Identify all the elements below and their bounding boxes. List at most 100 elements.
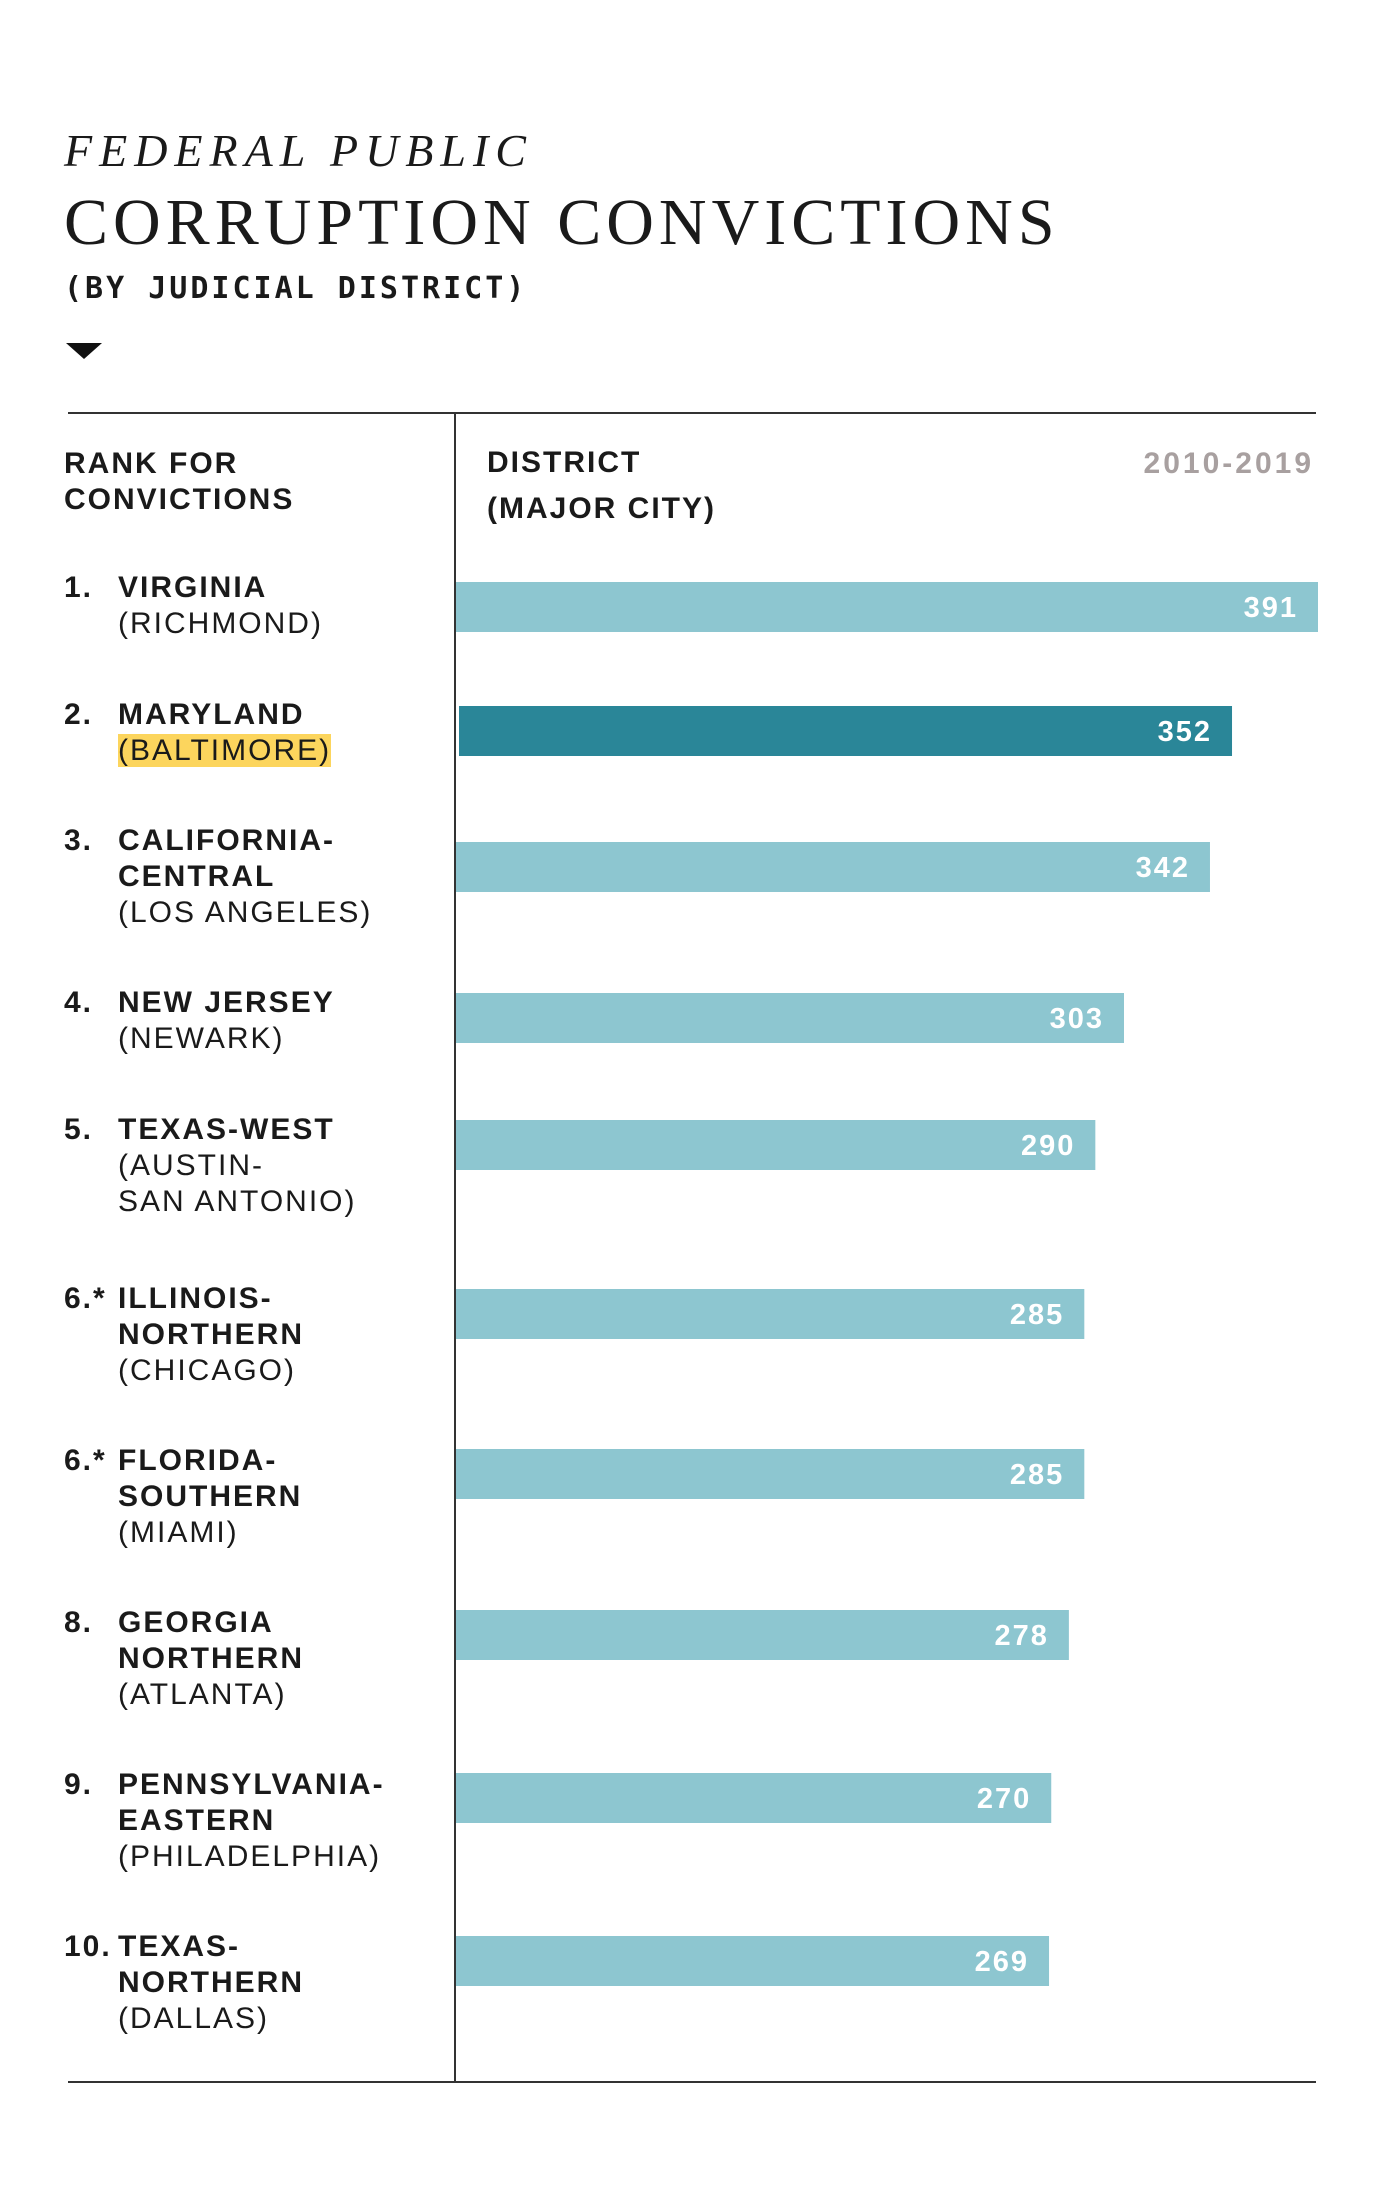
list-item: 9. PENNSYLVANIA- EASTERN (PHILADELPHIA)	[64, 1767, 385, 1875]
bar-value-label: 352	[1158, 716, 1212, 748]
bar	[456, 1449, 1085, 1499]
rank-header-line-2: CONVICTIONS	[64, 483, 295, 516]
rank-number: 10.	[64, 1930, 112, 1963]
city-line: (LOS ANGELES)	[64, 895, 372, 931]
rank-number: 1.	[64, 571, 94, 604]
district-name: NORTHERN	[118, 1642, 304, 1675]
bar	[456, 582, 1318, 632]
city-name: (NEWARK)	[118, 1022, 285, 1055]
city-name: (LOS ANGELES)	[118, 896, 373, 929]
bar-value-label: 269	[975, 1946, 1029, 1978]
city-name: (MIAMI)	[118, 1516, 239, 1549]
rank-line: 8. GEORGIA	[64, 1605, 304, 1641]
rank-number: 8.	[64, 1606, 94, 1639]
city-line: (PHILADELPHIA)	[64, 1839, 385, 1875]
district-name: NORTHERN	[118, 1966, 304, 1999]
title-line-1: FEDERAL PUBLIC	[64, 125, 533, 176]
subtitle: (BY JUDICIAL DISTRICT)	[64, 271, 528, 306]
bar	[459, 706, 1233, 756]
bar	[456, 1120, 1096, 1170]
district-name: TEXAS-WEST	[118, 1113, 335, 1146]
district-name: GEORGIA	[118, 1606, 274, 1639]
list-item: 8. GEORGIA NORTHERN (ATLANTA)	[64, 1605, 304, 1713]
bar-value-label: 342	[1136, 852, 1190, 884]
bar-value-label: 391	[1244, 592, 1298, 624]
city-name: (AUSTIN-	[118, 1149, 264, 1182]
rank-number: 6.*	[64, 1282, 107, 1315]
city-line: (AUSTIN-	[64, 1148, 356, 1184]
down-arrow-icon	[66, 343, 102, 359]
bar-value-label: 285	[1010, 1299, 1064, 1331]
bottom-rule	[68, 2081, 1316, 2083]
bar	[456, 842, 1210, 892]
period-header: 2010-2019	[1143, 447, 1314, 480]
district-name: SOUTHERN	[118, 1480, 303, 1513]
city-line: (ATLANTA)	[64, 1677, 304, 1713]
city-name: SAN ANTONIO)	[118, 1185, 357, 1218]
list-item: 1. VIRGINIA (RICHMOND)	[64, 570, 323, 642]
rank-header-line-1: RANK FOR	[64, 447, 239, 480]
rank-line: 3. CALIFORNIA-	[64, 823, 372, 859]
column-divider	[454, 412, 456, 2083]
district-name: CALIFORNIA-	[118, 824, 335, 857]
rank-number: 2.	[64, 698, 94, 731]
rank-line: 2. MARYLAND	[64, 697, 331, 733]
list-item: 3. CALIFORNIA- CENTRAL (LOS ANGELES)	[64, 823, 372, 931]
district-name: PENNSYLVANIA-	[118, 1768, 385, 1801]
list-item: 2. MARYLAND (BALTIMORE)	[64, 697, 332, 769]
district-header-line-1: DISTRICT	[487, 446, 642, 479]
district-name: NORTHERN	[118, 1318, 304, 1351]
rank-number: 6.*	[64, 1444, 107, 1477]
district-name: ILLINOIS-	[118, 1282, 273, 1315]
rank-number: 9.	[64, 1768, 94, 1801]
top-rule	[68, 412, 1316, 414]
rank-line: 1. VIRGINIA	[64, 570, 323, 606]
list-item: 5. TEXAS-WEST (AUSTIN- SAN ANTONIO)	[64, 1112, 356, 1220]
rank-line: 5. TEXAS-WEST	[64, 1112, 356, 1148]
city-name: (DALLAS)	[118, 2002, 270, 2035]
list-item: 6.* FLORIDA- SOUTHERN (MIAMI)	[64, 1443, 302, 1551]
district-name: NEW JERSEY	[118, 986, 335, 1019]
city-name: (RICHMOND)	[118, 607, 323, 640]
city-line: (MIAMI)	[64, 1515, 302, 1551]
city-line: (CHICAGO)	[64, 1353, 304, 1389]
rank-line: 6.* FLORIDA-	[64, 1443, 302, 1479]
bar-value-label: 290	[1021, 1130, 1075, 1162]
district-name: FLORIDA-	[118, 1444, 278, 1477]
bar-value-label: 285	[1010, 1459, 1064, 1491]
city-line: (RICHMOND)	[64, 606, 323, 642]
district-name: CENTRAL	[118, 860, 276, 893]
bar	[456, 993, 1124, 1043]
bar-value-label: 303	[1050, 1003, 1104, 1035]
bar-value-label: 278	[994, 1620, 1048, 1652]
city-line: SAN ANTONIO)	[64, 1184, 356, 1220]
bar	[456, 1289, 1085, 1339]
district-name: EASTERN	[118, 1804, 276, 1837]
city-name: (BALTIMORE)	[118, 734, 332, 767]
bar	[456, 1773, 1052, 1823]
rank-number: 3.	[64, 824, 94, 857]
district-header-line-2: (MAJOR CITY)	[487, 492, 716, 525]
city-name: (PHILADELPHIA)	[118, 1840, 382, 1873]
city-line: (DALLAS)	[64, 2001, 304, 2037]
rank-number: 5.	[64, 1113, 94, 1146]
district-name: VIRGINIA	[118, 571, 268, 604]
rank-line: 10. TEXAS-	[64, 1929, 304, 1965]
district-name: MARYLAND	[118, 698, 305, 731]
city-name: (CHICAGO)	[118, 1354, 296, 1387]
city-name: (ATLANTA)	[118, 1678, 287, 1711]
district-header: DISTRICT (MAJOR CITY)	[487, 440, 716, 532]
title-line-2: CORRUPTION CONVICTIONS	[64, 186, 1060, 259]
rank-line: 9. PENNSYLVANIA-	[64, 1767, 385, 1803]
list-item: 4. NEW JERSEY (NEWARK)	[64, 985, 335, 1057]
district-name: TEXAS-	[118, 1930, 241, 1963]
bar	[456, 1610, 1069, 1660]
list-item: 10. TEXAS- NORTHERN (DALLAS)	[64, 1929, 304, 2037]
city-line: (BALTIMORE)	[64, 733, 332, 769]
rank-header: RANK FOR CONVICTIONS	[64, 446, 294, 518]
bar-value-label: 270	[977, 1783, 1031, 1815]
city-line: (NEWARK)	[64, 1021, 335, 1057]
bar	[456, 1936, 1050, 1986]
rank-number: 4.	[64, 986, 94, 1019]
rank-line: 6.* ILLINOIS-	[64, 1281, 304, 1317]
